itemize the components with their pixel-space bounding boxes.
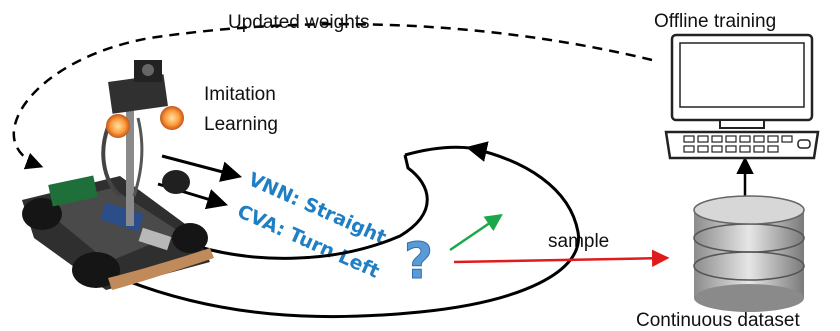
computer-icon: [664, 33, 820, 160]
track-inner-path: [195, 154, 429, 260]
continuous-dataset-label: Continuous dataset: [636, 310, 800, 331]
track-outer-path: [119, 141, 580, 319]
offline-training-label: Offline training: [654, 11, 776, 32]
question-mark-icon: ?: [404, 232, 433, 290]
green-direction-arrow: [449, 214, 503, 252]
updated-weights-label: Updated weights: [228, 12, 370, 33]
sample-arrow: [453, 249, 670, 268]
imitation-label-line1: Imitation: [204, 84, 276, 105]
imitation-arrow-top: [161, 154, 243, 182]
track-turn-path: [404, 145, 471, 157]
robot-car-icon: [22, 60, 214, 290]
database-icon: [693, 195, 805, 312]
updated-weights-arrow: [12, 22, 653, 170]
imitation-label-line2: Learning: [204, 114, 278, 135]
